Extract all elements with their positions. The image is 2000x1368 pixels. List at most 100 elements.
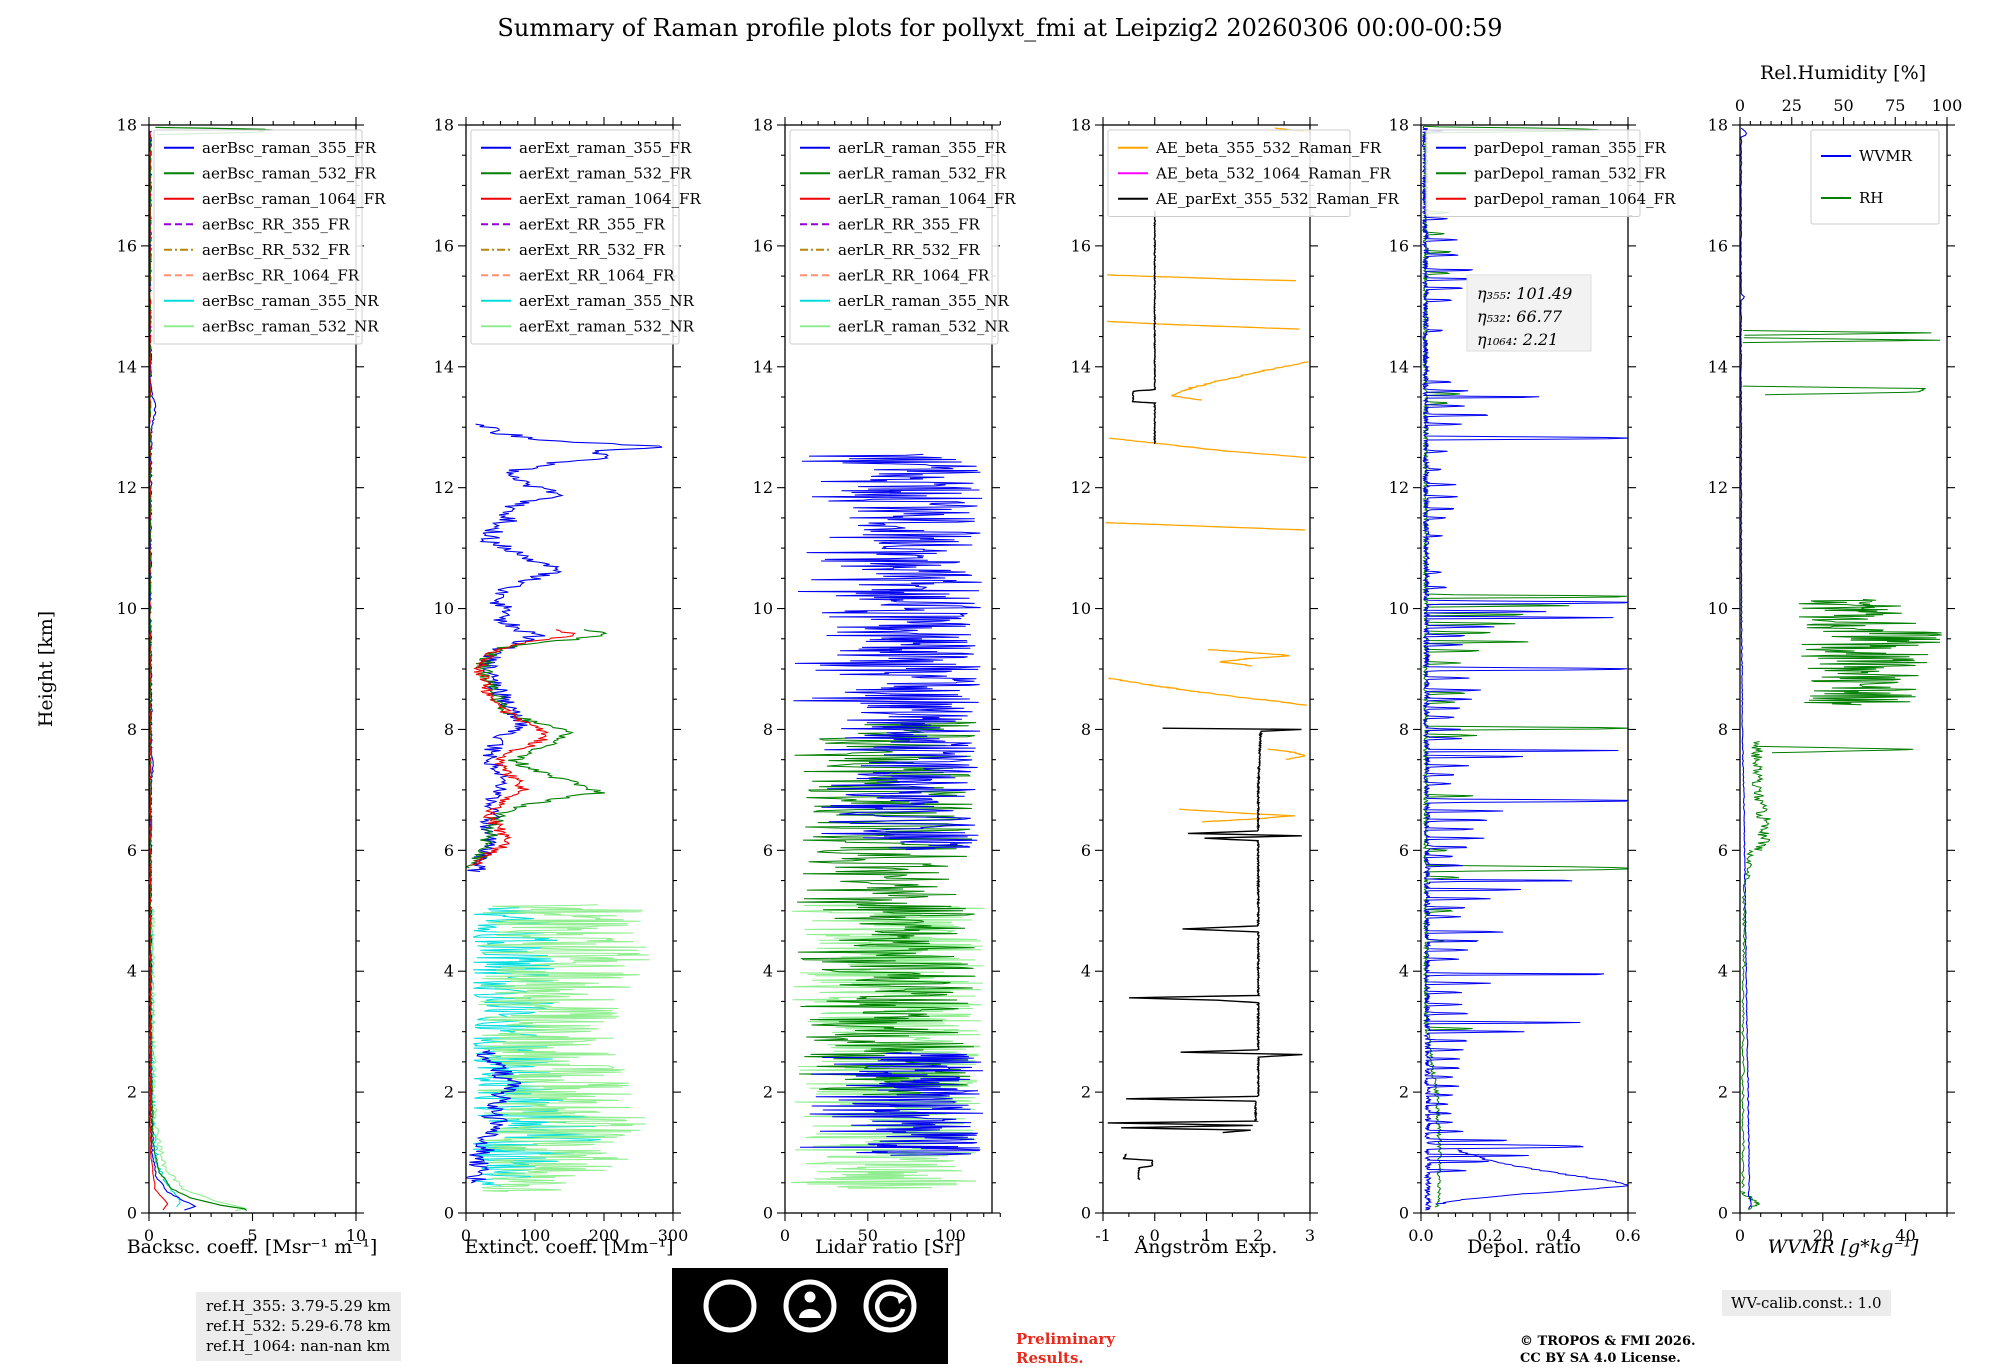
- y-tick-label: 18: [434, 116, 454, 135]
- y-tick-label: 10: [434, 599, 454, 618]
- series-RH: [1742, 337, 1941, 344]
- ref-h-1064: ref.H_1064: nan-nan km: [206, 1336, 391, 1355]
- y-tick-label: 10: [1071, 599, 1091, 618]
- y-tick-label: 14: [1071, 357, 1091, 376]
- y-tick-label: 6: [444, 841, 454, 860]
- series-parDepol_raman_355_FR: [1421, 125, 1628, 1211]
- legend-label: aerLR_raman_355_FR: [838, 139, 1007, 157]
- y-tick-label: 4: [1399, 962, 1409, 981]
- x-tick-label: 200: [589, 1226, 620, 1245]
- legend-label: aerBsc_raman_355_NR: [202, 292, 379, 310]
- preliminary-line-1: Preliminary: [1016, 1330, 1115, 1348]
- x-tick-label: -1: [1095, 1226, 1111, 1245]
- y-tick-label: 6: [127, 841, 137, 860]
- y-tick-label: 0: [444, 1204, 454, 1223]
- x-tick-label: 0.0: [1408, 1226, 1433, 1245]
- xlabel-lidar-ratio: Lidar ratio [Sr]: [815, 1236, 961, 1258]
- series-aerLR_raman_355_FR: [793, 453, 983, 851]
- series-aerBsc_raman_1064_FR: [149, 130, 169, 1211]
- x-tick-label: 100: [520, 1226, 551, 1245]
- series-RH: [1856, 600, 1876, 612]
- y-tick-label: 10: [1389, 599, 1409, 618]
- panel-depol: 0.0 0.2 0.4 0.6 0 2 4 6 8 10 12 14 16 18 parDepol_rama…: [1389, 116, 1676, 1246]
- legend-label: aerExt_RR_1064_FR: [519, 266, 675, 284]
- x-tick-label: 0.6: [1615, 1226, 1640, 1245]
- series-aerLR_raman_355_FR: [799, 1052, 984, 1156]
- y-tick-label: 8: [1718, 720, 1728, 739]
- legend-label: aerBsc_RR_1064_FR: [202, 266, 360, 284]
- top-tick-label: 50: [1833, 96, 1853, 115]
- y-tick-label: 18: [117, 116, 137, 135]
- series-AE_beta_355_532_Raman_FR: [1208, 649, 1290, 667]
- plot-area-extinction: [466, 423, 663, 1192]
- plot-area-angstrom: [1105, 127, 1310, 1181]
- legend-label: aerBsc_RR_355_FR: [202, 215, 350, 233]
- xlabel-angstrom: Ångström Exp.: [1134, 1236, 1278, 1258]
- y-tick-label: 2: [1399, 1083, 1409, 1102]
- series-AE_beta_355_532_Raman_FR: [1105, 522, 1306, 531]
- legend-label: aerBsc_raman_532_FR: [202, 164, 377, 182]
- x-tick-label: 0: [144, 1226, 154, 1245]
- xlabel-wvmr: WVMR [g*kg⁻¹]: [1767, 1236, 1919, 1258]
- cc-by-person-head: [804, 1291, 816, 1303]
- legend-label: parDepol_raman_1064_FR: [1474, 190, 1676, 208]
- x-tick-label: 0.4: [1546, 1226, 1571, 1245]
- series-aerExt_raman_355_NR: [472, 907, 605, 1186]
- xlabel-backscatter: Backsc. coeff. [Msr⁻¹ m⁻¹]: [126, 1236, 378, 1258]
- eta-line: η₅₃₂: 66.77: [1477, 307, 1563, 326]
- y-tick-label: 8: [1399, 720, 1409, 739]
- y-tick-label: 10: [753, 599, 773, 618]
- y-tick-label: 12: [117, 478, 137, 497]
- y-tick-label: 14: [1389, 357, 1409, 376]
- legend-label: aerExt_raman_532_FR: [519, 164, 692, 182]
- legend-label: aerLR_raman_532_NR: [838, 317, 1009, 335]
- reference-height-note: ref.H_355: 3.79-5.29 km ref.H_532: 5.29-…: [196, 1292, 401, 1362]
- y-tick-label: 8: [763, 720, 773, 739]
- legend-label: aerLR_raman_355_NR: [838, 292, 1009, 310]
- series-AE_beta_355_532_Raman_FR: [1109, 437, 1307, 459]
- eta-line: η₃₅₅: 101.49: [1477, 284, 1572, 303]
- y-tick-label: 4: [444, 962, 454, 981]
- cc-sa-arrow-head: [896, 1292, 908, 1304]
- y-tick-label: 6: [763, 841, 773, 860]
- x-tick-label: 0: [461, 1226, 471, 1245]
- series-aerExt_raman_532_FR: [466, 629, 608, 869]
- series-AE_parExt_355_532_Raman_FR: [1131, 210, 1157, 445]
- y-tick-label: 8: [1081, 720, 1091, 739]
- y-tick-label: 10: [117, 599, 137, 618]
- series-AE_parExt_355_532_Raman_FR: [1107, 727, 1303, 1134]
- y-tick-label: 12: [1071, 478, 1091, 497]
- y-tick-label: 4: [1081, 962, 1091, 981]
- copyright-note: © TROPOS & FMI 2026. CC BY SA 4.0 Licens…: [1520, 1334, 1696, 1368]
- legend-extinction: aerExt_raman_355_FR aerExt_raman_532_FRae…: [470, 129, 701, 345]
- legend-label: aerBsc_RR_532_FR: [202, 241, 350, 259]
- y-tick-label: 0: [1399, 1204, 1409, 1223]
- panel-backscatter: 0 5 10 0 2 4 6 8 10 12 14 16 18 aerBsc_raman_355_FRae…: [117, 116, 386, 1246]
- y-tick-label: 2: [127, 1083, 137, 1102]
- y-tick-label: 6: [1399, 841, 1409, 860]
- legend-label: aerLR_raman_1064_FR: [838, 190, 1016, 208]
- series-AE_beta_355_532_Raman_FR: [1108, 677, 1308, 706]
- series-RH: [1742, 385, 1927, 396]
- y-tick-label: 18: [1071, 116, 1091, 135]
- series-RH: [1750, 741, 1771, 851]
- series-aerBsc_raman_532_NR: [149, 907, 247, 1212]
- cc-by-person-body: [799, 1309, 821, 1318]
- y-tick-label: 2: [1081, 1083, 1091, 1102]
- top-tick-label: 0: [1735, 96, 1745, 115]
- x-tick-label: 100: [935, 1226, 966, 1245]
- top-tick-label: 75: [1885, 96, 1905, 115]
- x-tick-label: 40: [1895, 1226, 1915, 1245]
- x-tick-label: 50: [858, 1226, 878, 1245]
- legend-label: AE_beta_532_1064_Raman_FR: [1155, 164, 1391, 182]
- y-tick-label: 0: [1718, 1204, 1728, 1223]
- y-tick-label: 2: [1718, 1083, 1728, 1102]
- series-AE_beta_355_532_Raman_FR: [1106, 320, 1300, 330]
- y-tick-label: 16: [434, 236, 454, 255]
- y-tick-label: 12: [753, 478, 773, 497]
- x-tick-label: 2: [1253, 1226, 1263, 1245]
- panel-angstrom: -1 0 1 2 3024681012141618AE_beta_355_532_Ram…: [1071, 116, 1400, 1246]
- y-tick-label: 6: [1718, 841, 1728, 860]
- y-tick-label: 8: [127, 720, 137, 739]
- figure-title: Summary of Raman profile plots for polly…: [497, 14, 1503, 42]
